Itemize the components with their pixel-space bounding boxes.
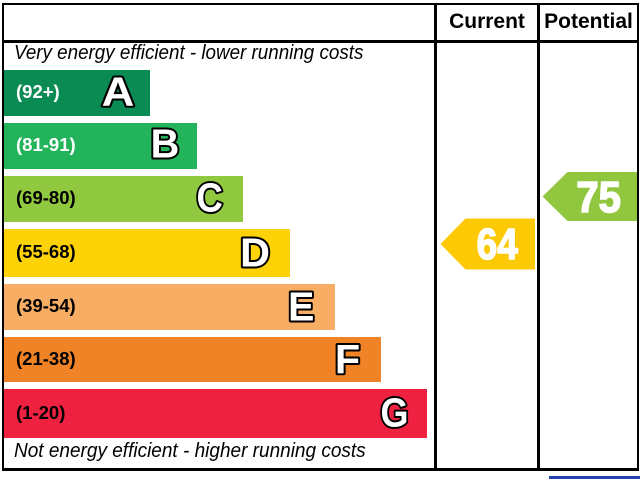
svg-text:F: F [335, 337, 360, 383]
svg-text:75: 75 [576, 172, 621, 221]
svg-text:B: B [151, 122, 180, 166]
svg-text:D: D [240, 230, 270, 276]
svg-text:G: G [380, 391, 408, 436]
svg-text:C: C [196, 176, 222, 221]
svg-text:64: 64 [477, 219, 518, 269]
svg-text:A: A [102, 70, 135, 115]
svg-text:E: E [288, 285, 314, 330]
